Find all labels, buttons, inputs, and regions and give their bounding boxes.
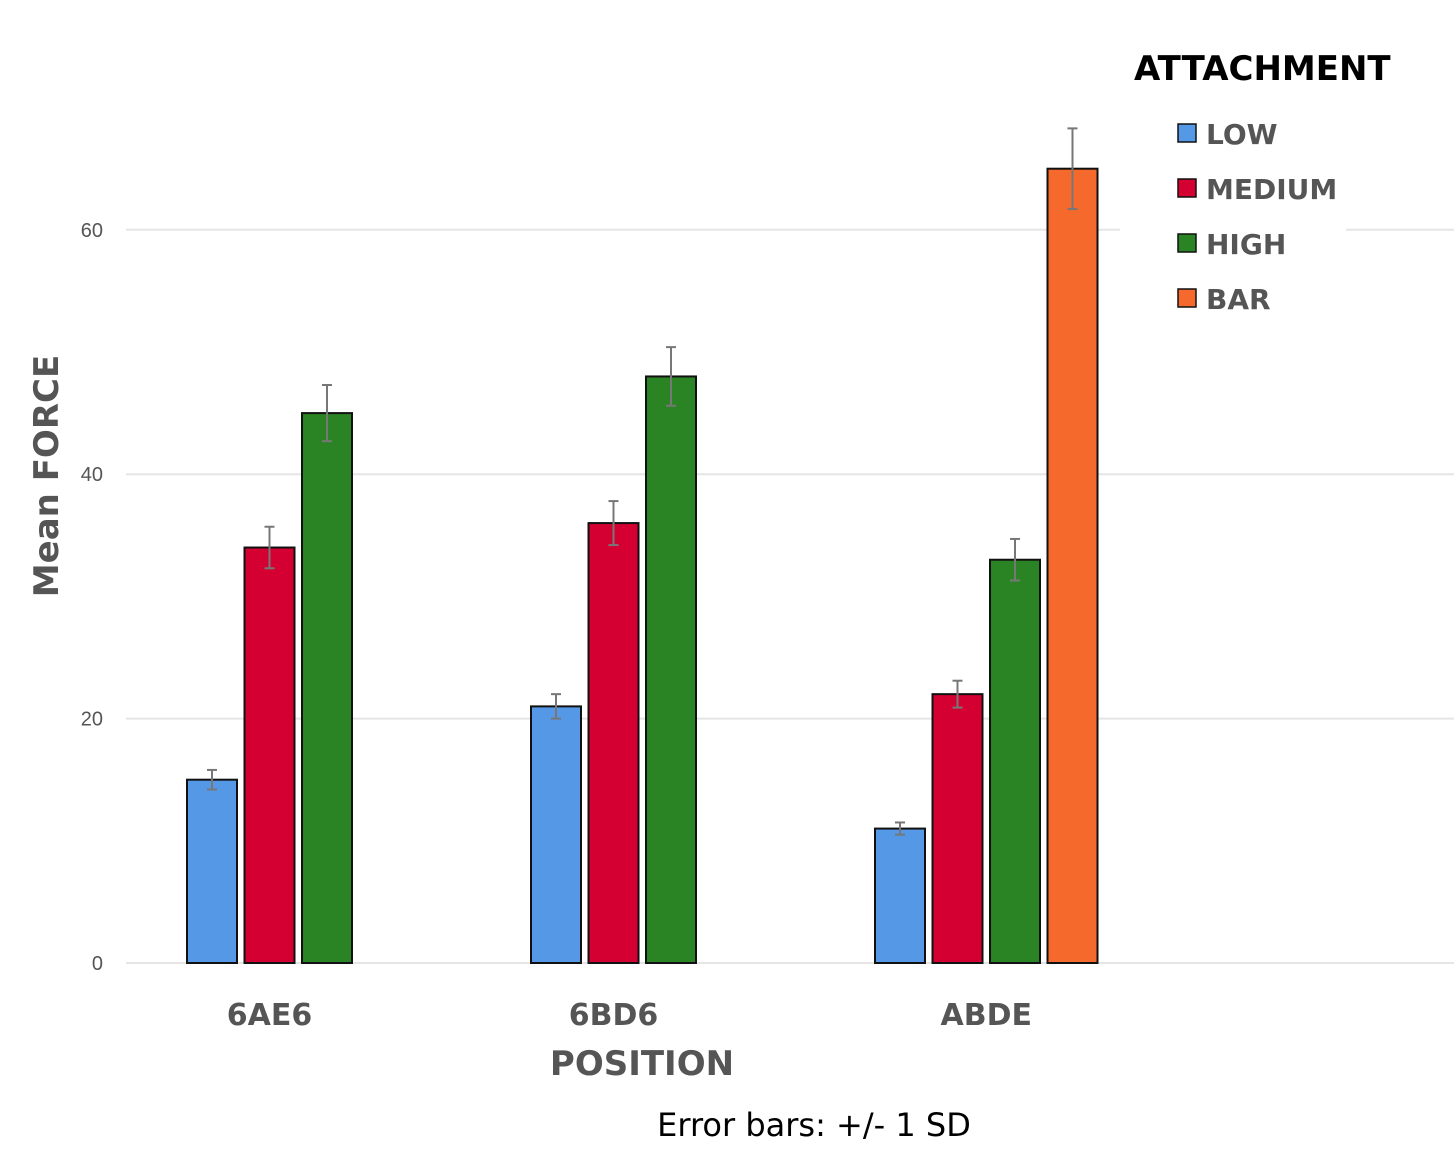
error-bars-note: Error bars: +/- 1 SD — [657, 1106, 971, 1144]
bar-medium-6bd6 — [587, 522, 640, 965]
y-axis-ticks: 0 20 40 60 — [81, 220, 103, 975]
error-bar-high-6ae6 — [322, 383, 332, 443]
bar-low-6bd6 — [530, 705, 582, 964]
error-bars — [207, 127, 1078, 836]
error-bar-bar-abde — [1067, 127, 1078, 211]
bar-medium-6ae6 — [243, 546, 296, 965]
bar-low-6ae6 — [186, 778, 238, 965]
legend: ATTACHMENT LOW MEDIUM HIGH BAR — [1120, 40, 1391, 330]
legend-swatch — [1177, 288, 1197, 308]
x-axis-categories: 6AE6 6BD6 ABDE — [227, 998, 1032, 1033]
x-category-label: 6BD6 — [569, 998, 659, 1033]
error-bar-low-6bd6 — [551, 693, 561, 720]
legend-background — [1120, 40, 1346, 330]
legend-items: LOW MEDIUM HIGH BAR — [1177, 118, 1337, 316]
legend-item-high: HIGH — [1177, 228, 1286, 261]
legend-swatch — [1177, 233, 1197, 253]
y-tick-label: 20 — [81, 709, 103, 731]
legend-label: BAR — [1206, 283, 1271, 316]
error-bar-low-6ae6 — [207, 768, 217, 791]
error-bar-low-abde — [895, 821, 905, 836]
bar-medium-abde — [931, 693, 984, 964]
x-category-label: 6AE6 — [227, 998, 312, 1033]
bar-high-abde — [989, 558, 1041, 964]
y-tick-label: 0 — [92, 953, 103, 975]
legend-label: MEDIUM — [1206, 173, 1337, 206]
legend-title: ATTACHMENT — [1134, 49, 1391, 89]
bar-low-abde — [874, 827, 926, 965]
legend-swatch — [1177, 178, 1197, 198]
legend-item-medium: MEDIUM — [1177, 173, 1337, 206]
legend-label: LOW — [1206, 118, 1278, 151]
error-bar-medium-abde — [952, 679, 963, 709]
error-bar-high-6bd6 — [666, 346, 676, 407]
y-tick-label: 40 — [81, 464, 103, 486]
y-axis-title: Mean FORCE — [27, 355, 67, 597]
legend-swatch — [1177, 123, 1197, 143]
bar-high-6bd6 — [645, 375, 697, 964]
bars — [186, 167, 1099, 965]
error-bar-medium-6bd6 — [608, 500, 619, 547]
y-tick-label: 60 — [81, 220, 103, 242]
error-bar-high-abde — [1010, 537, 1020, 582]
x-category-label: ABDE — [941, 998, 1032, 1033]
legend-item-bar: BAR — [1177, 283, 1271, 316]
legend-item-low: LOW — [1177, 118, 1278, 151]
bar-high-6ae6 — [301, 412, 353, 965]
error-bar-medium-6ae6 — [264, 525, 275, 570]
legend-label: HIGH — [1206, 228, 1286, 261]
bar-bar-abde — [1046, 167, 1099, 964]
x-axis-title: POSITION — [550, 1044, 734, 1084]
